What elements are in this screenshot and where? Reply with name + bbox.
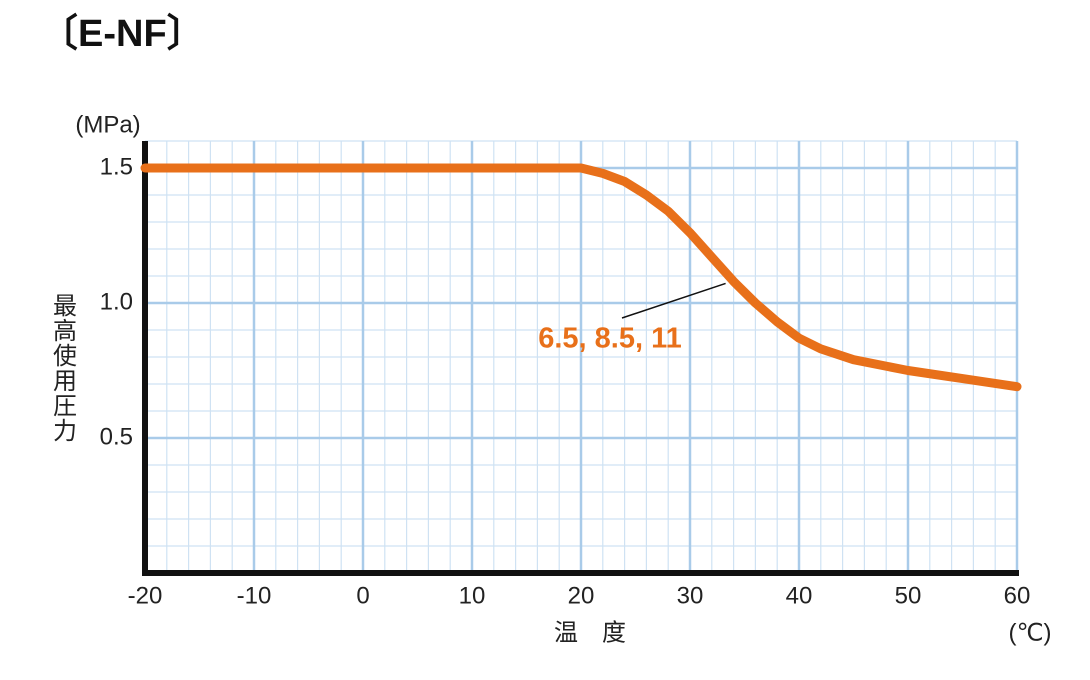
x-tick-label: 20 (568, 582, 595, 609)
chart-title: 〔E-NF〕 (40, 12, 205, 55)
y-unit: (MPa) (75, 111, 140, 138)
series-label: 6.5, 8.5, 11 (538, 323, 682, 355)
x-tick-label: 10 (459, 582, 486, 609)
grid (143, 140, 1019, 573)
data-line (140, 163, 1022, 392)
plot: 6.5, 8.5, 11 (140, 141, 1022, 576)
x-axis-title: 温 度 (554, 619, 626, 646)
y-axis-title: 最高使用圧力 (49, 293, 77, 443)
x-tick-label: -20 (128, 582, 163, 609)
x-tick-label: 0 (356, 582, 369, 609)
x-tick-label: 30 (677, 582, 704, 609)
x-tick-label: 50 (895, 582, 922, 609)
x-tick-label: -10 (237, 582, 272, 609)
y-tick-label: 1.0 (100, 288, 133, 315)
x-tick-label: 60 (1004, 582, 1031, 609)
x-unit: (℃) (1009, 619, 1052, 646)
y-tick-label: 1.5 (100, 153, 133, 180)
y-tick-label: 0.5 (100, 423, 133, 450)
leader-line (621, 282, 726, 319)
x-tick-label: 40 (786, 582, 813, 609)
